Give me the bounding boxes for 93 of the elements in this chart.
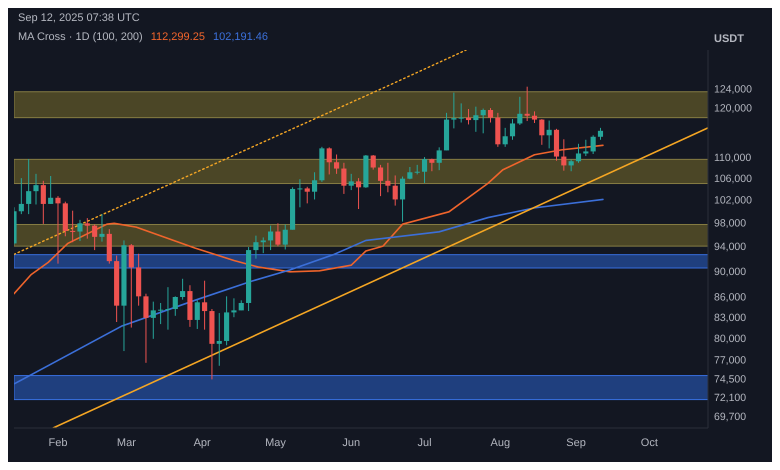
candlestick [561, 138, 566, 172]
y-tick-label: 110,000 [714, 152, 752, 164]
candlestick [40, 180, 46, 224]
candlestick [180, 278, 186, 300]
x-tick-label: Aug [490, 437, 510, 449]
y-tick-label: 77,000 [714, 354, 746, 367]
candlestick [590, 134, 596, 154]
x-tick-label: Sep [566, 437, 586, 449]
candlestick [576, 143, 582, 164]
candlestick [48, 175, 54, 204]
candlestick [451, 92, 456, 129]
candlestick [414, 164, 420, 175]
y-tick-label: 69,700 [714, 411, 746, 424]
candlestick [348, 173, 354, 191]
x-tick-label: May [265, 437, 286, 449]
candlestick [370, 154, 376, 170]
candlestick [378, 164, 384, 197]
candlestick [400, 176, 406, 222]
x-tick-label: Feb [48, 437, 68, 449]
x-tick-label: Jun [342, 437, 360, 449]
candlestick [334, 154, 340, 174]
candlestick [143, 293, 149, 364]
candlestick [268, 225, 274, 251]
candlestick [150, 301, 156, 340]
y-tick-label: 106,000 [714, 172, 752, 185]
y-tick-label: 124,000 [714, 84, 752, 96]
candlestick [238, 300, 244, 311]
candlestick [33, 173, 39, 205]
candlestick [55, 196, 61, 264]
candlestick [326, 146, 332, 175]
candlestick [172, 296, 178, 316]
line-series [14, 144, 604, 295]
candlestick [304, 186, 310, 204]
y-tick-label: 86,000 [714, 292, 746, 304]
y-tick-label: 102,000 [714, 194, 752, 207]
candlestick [202, 280, 208, 330]
candlestick [253, 235, 258, 260]
candlestick [165, 286, 171, 330]
candlestick [546, 120, 552, 149]
candlestick [158, 302, 164, 325]
candlestick [194, 300, 200, 330]
y-tick-label: 74,500 [714, 373, 746, 386]
candlestick [436, 146, 442, 171]
candlestick [216, 312, 222, 366]
candlestick [458, 102, 464, 123]
candlestick [341, 162, 346, 194]
candlestick [312, 172, 318, 200]
candlestick [84, 218, 90, 240]
candlestick [488, 108, 494, 123]
y-tick-label: 120,000 [714, 102, 752, 114]
candlestick [429, 158, 434, 172]
candlestick [583, 139, 588, 157]
candlestick [26, 158, 32, 215]
y-tick-label: 80,000 [714, 332, 746, 345]
candlestick [407, 166, 412, 180]
y-tick-label: 83,000 [714, 312, 746, 324]
candlestick [18, 178, 24, 215]
y-tick-label: 94,000 [714, 241, 746, 254]
y-axis-title: USDT [714, 33, 744, 45]
candlestick [356, 178, 362, 210]
y-tick-label: 72,100 [714, 392, 746, 404]
candlestick [77, 219, 83, 242]
candlestick [466, 108, 472, 125]
x-tick-label: Mar [116, 437, 136, 449]
y-tick-label: 90,000 [714, 266, 746, 278]
x-tick-label: Apr [194, 437, 212, 449]
candlestick [392, 174, 398, 206]
text: Sep 12, 2025 07:38 UTC [18, 12, 140, 24]
text: 112,299.25 [150, 31, 205, 43]
candlestick [568, 159, 574, 172]
candlestick [510, 118, 516, 140]
candlestick [231, 298, 236, 318]
candlestick [539, 118, 544, 146]
candlestick [480, 108, 486, 134]
candlestick [473, 106, 478, 132]
candlestick [422, 156, 428, 184]
candlestick [275, 222, 280, 247]
candlestick [297, 178, 302, 208]
candlestick [99, 214, 105, 242]
candlestick [532, 110, 538, 124]
candlestick [92, 224, 98, 251]
x-tick-label: Jul [418, 437, 432, 449]
candlestick [385, 162, 390, 193]
candlestick [517, 96, 522, 126]
y-tick-label: 98,000 [714, 217, 746, 230]
candlestick [128, 244, 134, 328]
legend-title: MA Cross · 1D (100, 200) [18, 31, 143, 43]
candlestick [70, 210, 76, 243]
x-tick-label: Oct [640, 437, 658, 449]
candlestick [282, 224, 288, 250]
text: 102,191.46 [212, 31, 268, 43]
candlestick [502, 127, 508, 148]
candlestick [598, 127, 604, 140]
